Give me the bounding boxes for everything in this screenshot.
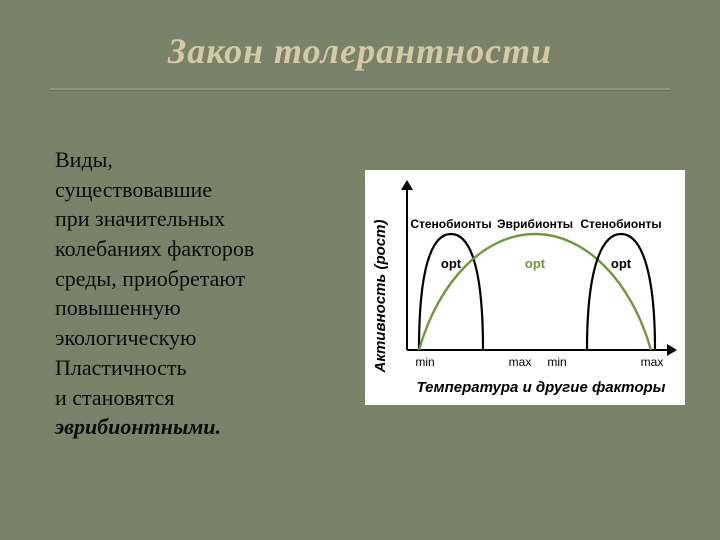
body-line: колебаниях факторов [55, 236, 254, 261]
group-labels: Стенобионты Эврибионты Стенобионты [410, 217, 661, 231]
tick-label: min [415, 355, 434, 369]
group-label: Эврибионты [497, 217, 573, 231]
x-axis-label: Температура и другие факторы [417, 379, 666, 396]
group-label: Стенобионты [580, 217, 661, 231]
body-line: Пластичность [55, 355, 187, 380]
opt-label: opt [525, 256, 546, 271]
body-line: повышенную [55, 295, 181, 320]
body-line: среды, приобретают [55, 266, 245, 291]
body-text: Виды, существовавшие при значительных ко… [55, 145, 355, 442]
tick-label: min [547, 355, 566, 369]
y-axis-arrow [401, 180, 413, 190]
title-underline [50, 88, 670, 91]
slide-title: Закон толерантности [0, 30, 720, 72]
tick-labels: min max min max [415, 355, 663, 369]
y-axis-label: Активность (рост) [372, 220, 389, 374]
opt-label: opt [441, 256, 462, 271]
chart-svg: Стенобионты Эврибионты Стенобионты opt opt o… [365, 170, 685, 405]
curves [419, 234, 655, 350]
body-line: и становятся [55, 385, 174, 410]
tick-label: max [509, 355, 532, 369]
tick-label: max [641, 355, 664, 369]
x-axis-arrow [667, 344, 677, 356]
group-label: Стенобионты [410, 217, 491, 231]
body-line: Виды, [55, 147, 113, 172]
tolerance-chart: Стенобионты Эврибионты Стенобионты opt opt o… [365, 170, 685, 405]
opt-label: opt [611, 256, 632, 271]
body-line: экологическую [55, 325, 196, 350]
slide: Закон толерантности Виды, существовавшие… [0, 0, 720, 540]
body-line: при значительных [55, 206, 225, 231]
curve-eurybiont [419, 234, 651, 350]
curve-stenobiont-left [419, 234, 483, 350]
body-line: существовавшие [55, 177, 212, 202]
body-line-em: эврибионтными. [55, 414, 221, 439]
